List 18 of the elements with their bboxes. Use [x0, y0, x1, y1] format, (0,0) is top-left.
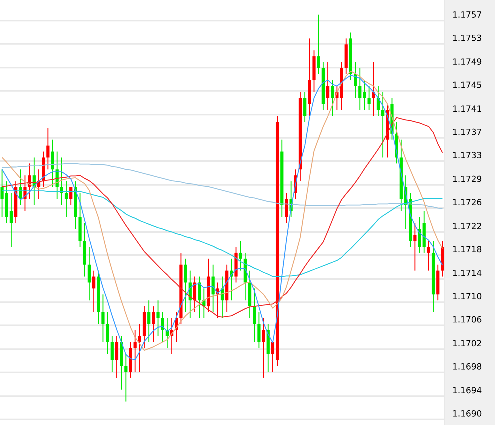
y-tick-label: 1.1702	[453, 340, 482, 347]
y-tick-label: 1.1749	[453, 58, 482, 66]
y-tick-label: 1.1737	[453, 128, 482, 136]
y-tick-label: 1.1741	[453, 106, 482, 112]
y-tick-label: 1.1757	[453, 12, 482, 18]
y-tick-label: 1.1710	[453, 293, 482, 300]
y-tick-label: 1.1714	[453, 270, 482, 276]
y-tick-label: 1.1753	[453, 34, 482, 42]
y-tick-label: 1.1698	[453, 363, 482, 370]
y-tick-label: 1.1726	[453, 199, 482, 206]
y-tick-label: 1.1694	[453, 387, 482, 394]
y-tick-label: 1.1745	[453, 82, 482, 88]
y-tick-label: 1.1733	[453, 152, 482, 159]
y-tick-label: 1.1706	[453, 316, 482, 323]
y-tick-label: 1.1690	[453, 410, 482, 417]
y-tick-label: 1.1722	[453, 223, 482, 230]
y-tick-label: 1.1718	[453, 246, 482, 253]
y-tick-label: 1.1729	[453, 176, 482, 182]
